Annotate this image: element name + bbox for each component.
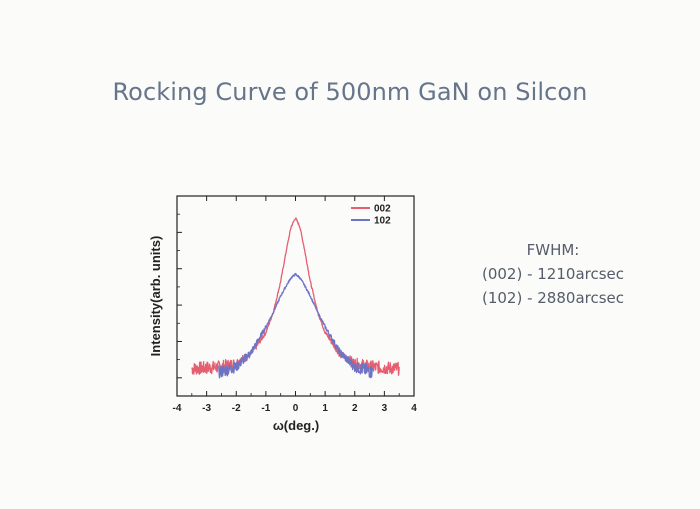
- y-axis-label: Intensity(arb. units): [148, 236, 163, 357]
- legend-label-102: 102: [374, 216, 391, 227]
- fwhm-line-102: (102) - 2880arcsec: [481, 289, 625, 307]
- slide-title: Rocking Curve of 500nm GaN on Silcon: [112, 78, 588, 106]
- x-axis-label: ω(deg.): [273, 418, 319, 433]
- x-tick-label: 4: [411, 403, 417, 414]
- series-line-002: [191, 217, 400, 376]
- x-tick-label: -2: [232, 403, 241, 414]
- x-tick-label: -3: [202, 403, 211, 414]
- x-tick-label: 2: [352, 403, 358, 414]
- x-tick-label: 3: [382, 403, 388, 414]
- fwhm-line-002: (002) - 1210arcsec: [481, 265, 625, 283]
- x-tick-label: -1: [261, 403, 270, 414]
- fwhm-heading: FWHM:: [526, 241, 580, 259]
- x-tick-label: 0: [293, 403, 299, 414]
- x-tick-label: -4: [173, 403, 182, 414]
- fwhm-summary: FWHM: (002) - 1210arcsec (102) - 2880arc…: [478, 238, 628, 310]
- x-tick-label: 1: [322, 403, 328, 414]
- series-line-102: [218, 272, 374, 379]
- legend-label-002: 002: [374, 204, 391, 215]
